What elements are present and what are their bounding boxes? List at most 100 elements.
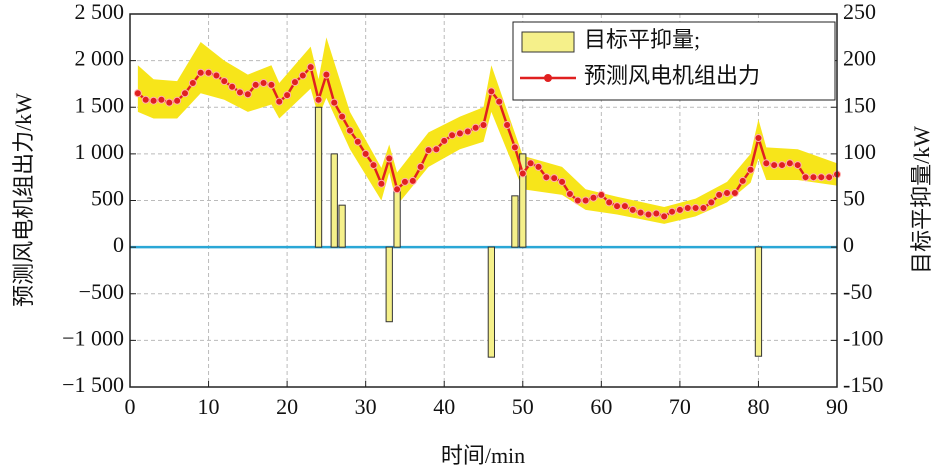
line-marker: [636, 208, 645, 217]
line-marker: [173, 96, 182, 105]
line-marker: [675, 205, 684, 214]
line-marker: [361, 149, 370, 158]
line-marker: [668, 207, 677, 216]
line-marker: [165, 98, 174, 107]
line-marker: [463, 127, 472, 136]
line-marker: [487, 87, 496, 96]
y-tick-label: −1 500: [62, 372, 124, 397]
line-marker: [149, 96, 158, 105]
line-marker: [715, 190, 724, 199]
line-marker: [785, 159, 794, 168]
line-marker: [204, 68, 213, 77]
line-marker: [605, 198, 614, 207]
line-marker: [510, 143, 519, 152]
line-marker: [133, 89, 142, 98]
line-marker: [550, 174, 559, 183]
line-marker: [565, 189, 574, 198]
line-marker: [188, 79, 197, 88]
y-tick-label: 1 000: [75, 139, 125, 164]
line-marker: [825, 173, 834, 182]
bar: [385, 246, 393, 323]
bar: [338, 204, 346, 248]
line-marker: [283, 91, 292, 100]
line-marker: [573, 196, 582, 205]
line-marker: [330, 98, 339, 107]
forecast-band: [137, 37, 837, 224]
line-marker: [306, 63, 315, 72]
line-marker: [424, 146, 433, 155]
y2-tick-label: 250: [843, 0, 876, 24]
line-marker: [526, 159, 535, 168]
line-marker: [707, 198, 716, 207]
line-marker: [730, 189, 739, 198]
line-marker: [267, 80, 276, 89]
line-marker: [196, 68, 205, 77]
y2-tick-label: -50: [843, 279, 872, 304]
x-tick-label: 10: [198, 394, 220, 419]
bar: [754, 246, 763, 357]
line-marker: [597, 190, 606, 199]
bar: [314, 106, 323, 248]
legend-swatch: [521, 31, 575, 53]
line-marker: [746, 165, 755, 174]
y2-tick-label: 150: [843, 92, 876, 117]
line-marker: [770, 161, 779, 170]
bar: [511, 195, 519, 248]
bar: [487, 246, 495, 358]
line-marker: [581, 196, 590, 205]
y-tick-label: 2 000: [75, 46, 125, 71]
line-marker: [432, 145, 441, 154]
line-marker: [393, 185, 402, 194]
line-marker: [338, 112, 347, 121]
line-marker: [448, 131, 457, 140]
line-marker: [628, 205, 637, 214]
y2-tick-label: 50: [843, 186, 865, 211]
y2-tick-label: 0: [843, 232, 854, 257]
line-marker: [251, 80, 260, 89]
line-marker: [259, 79, 268, 88]
line-marker: [542, 173, 551, 182]
line-marker: [589, 193, 598, 202]
legend-marker: [544, 74, 552, 82]
line-marker: [699, 203, 708, 212]
y-tick-label: 0: [113, 232, 124, 257]
line-marker: [691, 203, 700, 212]
x-tick-label: 0: [125, 394, 136, 419]
line-marker: [345, 126, 354, 135]
y2-tick-label: 100: [843, 139, 876, 164]
line-marker: [762, 159, 771, 168]
line-marker: [220, 77, 229, 86]
x-tick-label: 80: [747, 394, 769, 419]
legend-label: 目标平抑量;: [584, 27, 700, 52]
line-marker: [801, 173, 810, 182]
line-marker: [228, 82, 237, 91]
y-tick-label: −500: [79, 279, 124, 304]
line-marker: [243, 90, 252, 99]
y2-tick-label: 200: [843, 46, 876, 71]
x-tick-label: 50: [512, 394, 534, 419]
bar: [519, 153, 527, 248]
y-tick-label: 500: [91, 186, 124, 211]
line-marker: [290, 78, 299, 87]
line-marker: [652, 209, 661, 218]
x-tick-label: 90: [826, 394, 848, 419]
y2-tick-label: -150: [843, 372, 883, 397]
line-marker: [534, 162, 543, 171]
line-marker: [793, 161, 802, 170]
line-marker: [471, 123, 480, 132]
line-marker: [275, 97, 284, 106]
line-marker: [322, 70, 331, 79]
x-tick-label: 20: [276, 394, 298, 419]
line-marker: [377, 179, 386, 188]
line-marker: [723, 189, 732, 198]
line-marker: [817, 173, 826, 182]
line-marker: [212, 71, 221, 80]
x-tick-label: 40: [433, 394, 455, 419]
line-marker: [660, 212, 669, 221]
bar: [330, 153, 338, 248]
line-marker: [141, 95, 150, 104]
y-tick-label: 2 500: [75, 0, 125, 24]
line-marker: [683, 203, 692, 212]
line-marker: [416, 162, 425, 171]
